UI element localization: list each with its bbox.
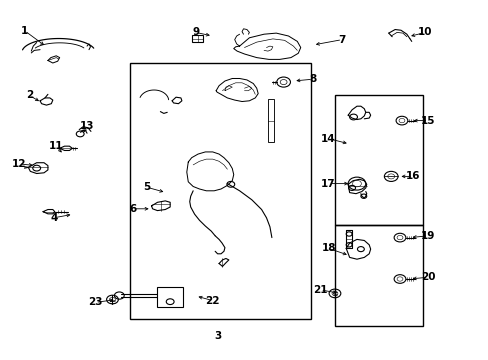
Text: 5: 5 (143, 182, 150, 192)
Text: 4: 4 (50, 213, 58, 223)
Text: 19: 19 (420, 231, 435, 241)
Text: 13: 13 (80, 121, 94, 131)
Bar (334, 225, 422, 326)
Text: 2: 2 (26, 90, 33, 100)
Text: 23: 23 (88, 297, 102, 307)
Text: 17: 17 (321, 179, 335, 189)
Text: 21: 21 (312, 285, 327, 295)
Text: 3: 3 (214, 330, 221, 341)
Text: 14: 14 (321, 134, 335, 144)
Text: 18: 18 (321, 243, 335, 253)
Text: 1: 1 (21, 26, 28, 36)
Bar (129, 63, 310, 319)
Text: 11: 11 (49, 141, 63, 151)
Text: 7: 7 (338, 35, 346, 45)
Text: 22: 22 (205, 296, 220, 306)
Text: 20: 20 (420, 272, 435, 282)
Bar (157, 287, 183, 307)
Text: 16: 16 (405, 171, 420, 181)
Text: 12: 12 (11, 159, 26, 169)
Text: 6: 6 (129, 204, 136, 214)
Bar (267, 99, 273, 142)
Text: 9: 9 (192, 27, 199, 37)
Text: 10: 10 (417, 27, 432, 37)
Bar (334, 95, 422, 225)
Text: 8: 8 (309, 74, 316, 84)
Text: 15: 15 (420, 116, 435, 126)
Bar (192, 35, 203, 42)
